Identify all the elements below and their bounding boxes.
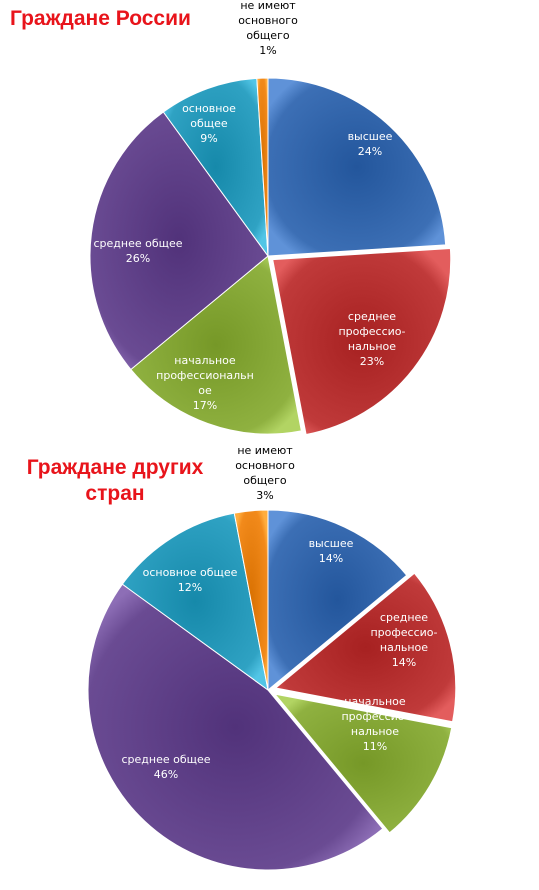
slice-label: среднее профессио-нальное 14% — [370, 611, 437, 669]
slice-label: не имеют основного общего 1% — [238, 0, 298, 57]
pie-slice — [87, 583, 384, 871]
pie-slice — [121, 512, 269, 692]
pie-chart-foreign-citizens: Граждане других стран высшее 14% среднее пр… — [0, 445, 539, 890]
pie-slice — [130, 255, 302, 435]
pie-slice — [233, 509, 269, 691]
pie-slice — [274, 572, 457, 723]
slice-label: начальное профессио-нальное 11% — [341, 695, 408, 753]
slice-label: среднее общее 26% — [93, 237, 182, 265]
pie-slice — [267, 509, 408, 692]
slice-label: среднее профессио-нальное 23% — [338, 310, 405, 368]
pie-chart-svg: высшее 14% среднее профессио-нальное 14% нача… — [87, 445, 457, 871]
pie-slice — [272, 247, 452, 436]
pie-slice — [162, 77, 269, 258]
pie-chart-russian-citizens: Граждане России высшее 24% среднее професси… — [10, 0, 452, 436]
slice-label: высшее 24% — [348, 130, 393, 158]
slice-label: начальное профессиональн ое 17% — [156, 354, 254, 412]
slice-label: основное общее 12% — [143, 566, 238, 594]
slice-label: среднее общее 46% — [121, 753, 210, 781]
slice-label: основное общее 9% — [182, 102, 236, 145]
chart-title: Граждане других стран — [26, 456, 204, 505]
pie-slice — [267, 77, 447, 257]
slice-label: высшее 14% — [309, 537, 354, 565]
pie-slice — [273, 693, 453, 834]
pie-slice — [89, 111, 269, 371]
pie-slice — [256, 77, 269, 257]
pie-chart-svg: высшее 24% среднее профессио-нальное 23% нача… — [89, 0, 452, 436]
slice-label: не имеют основного общего 3% — [235, 445, 295, 502]
chart-title: Граждане России — [10, 7, 191, 30]
